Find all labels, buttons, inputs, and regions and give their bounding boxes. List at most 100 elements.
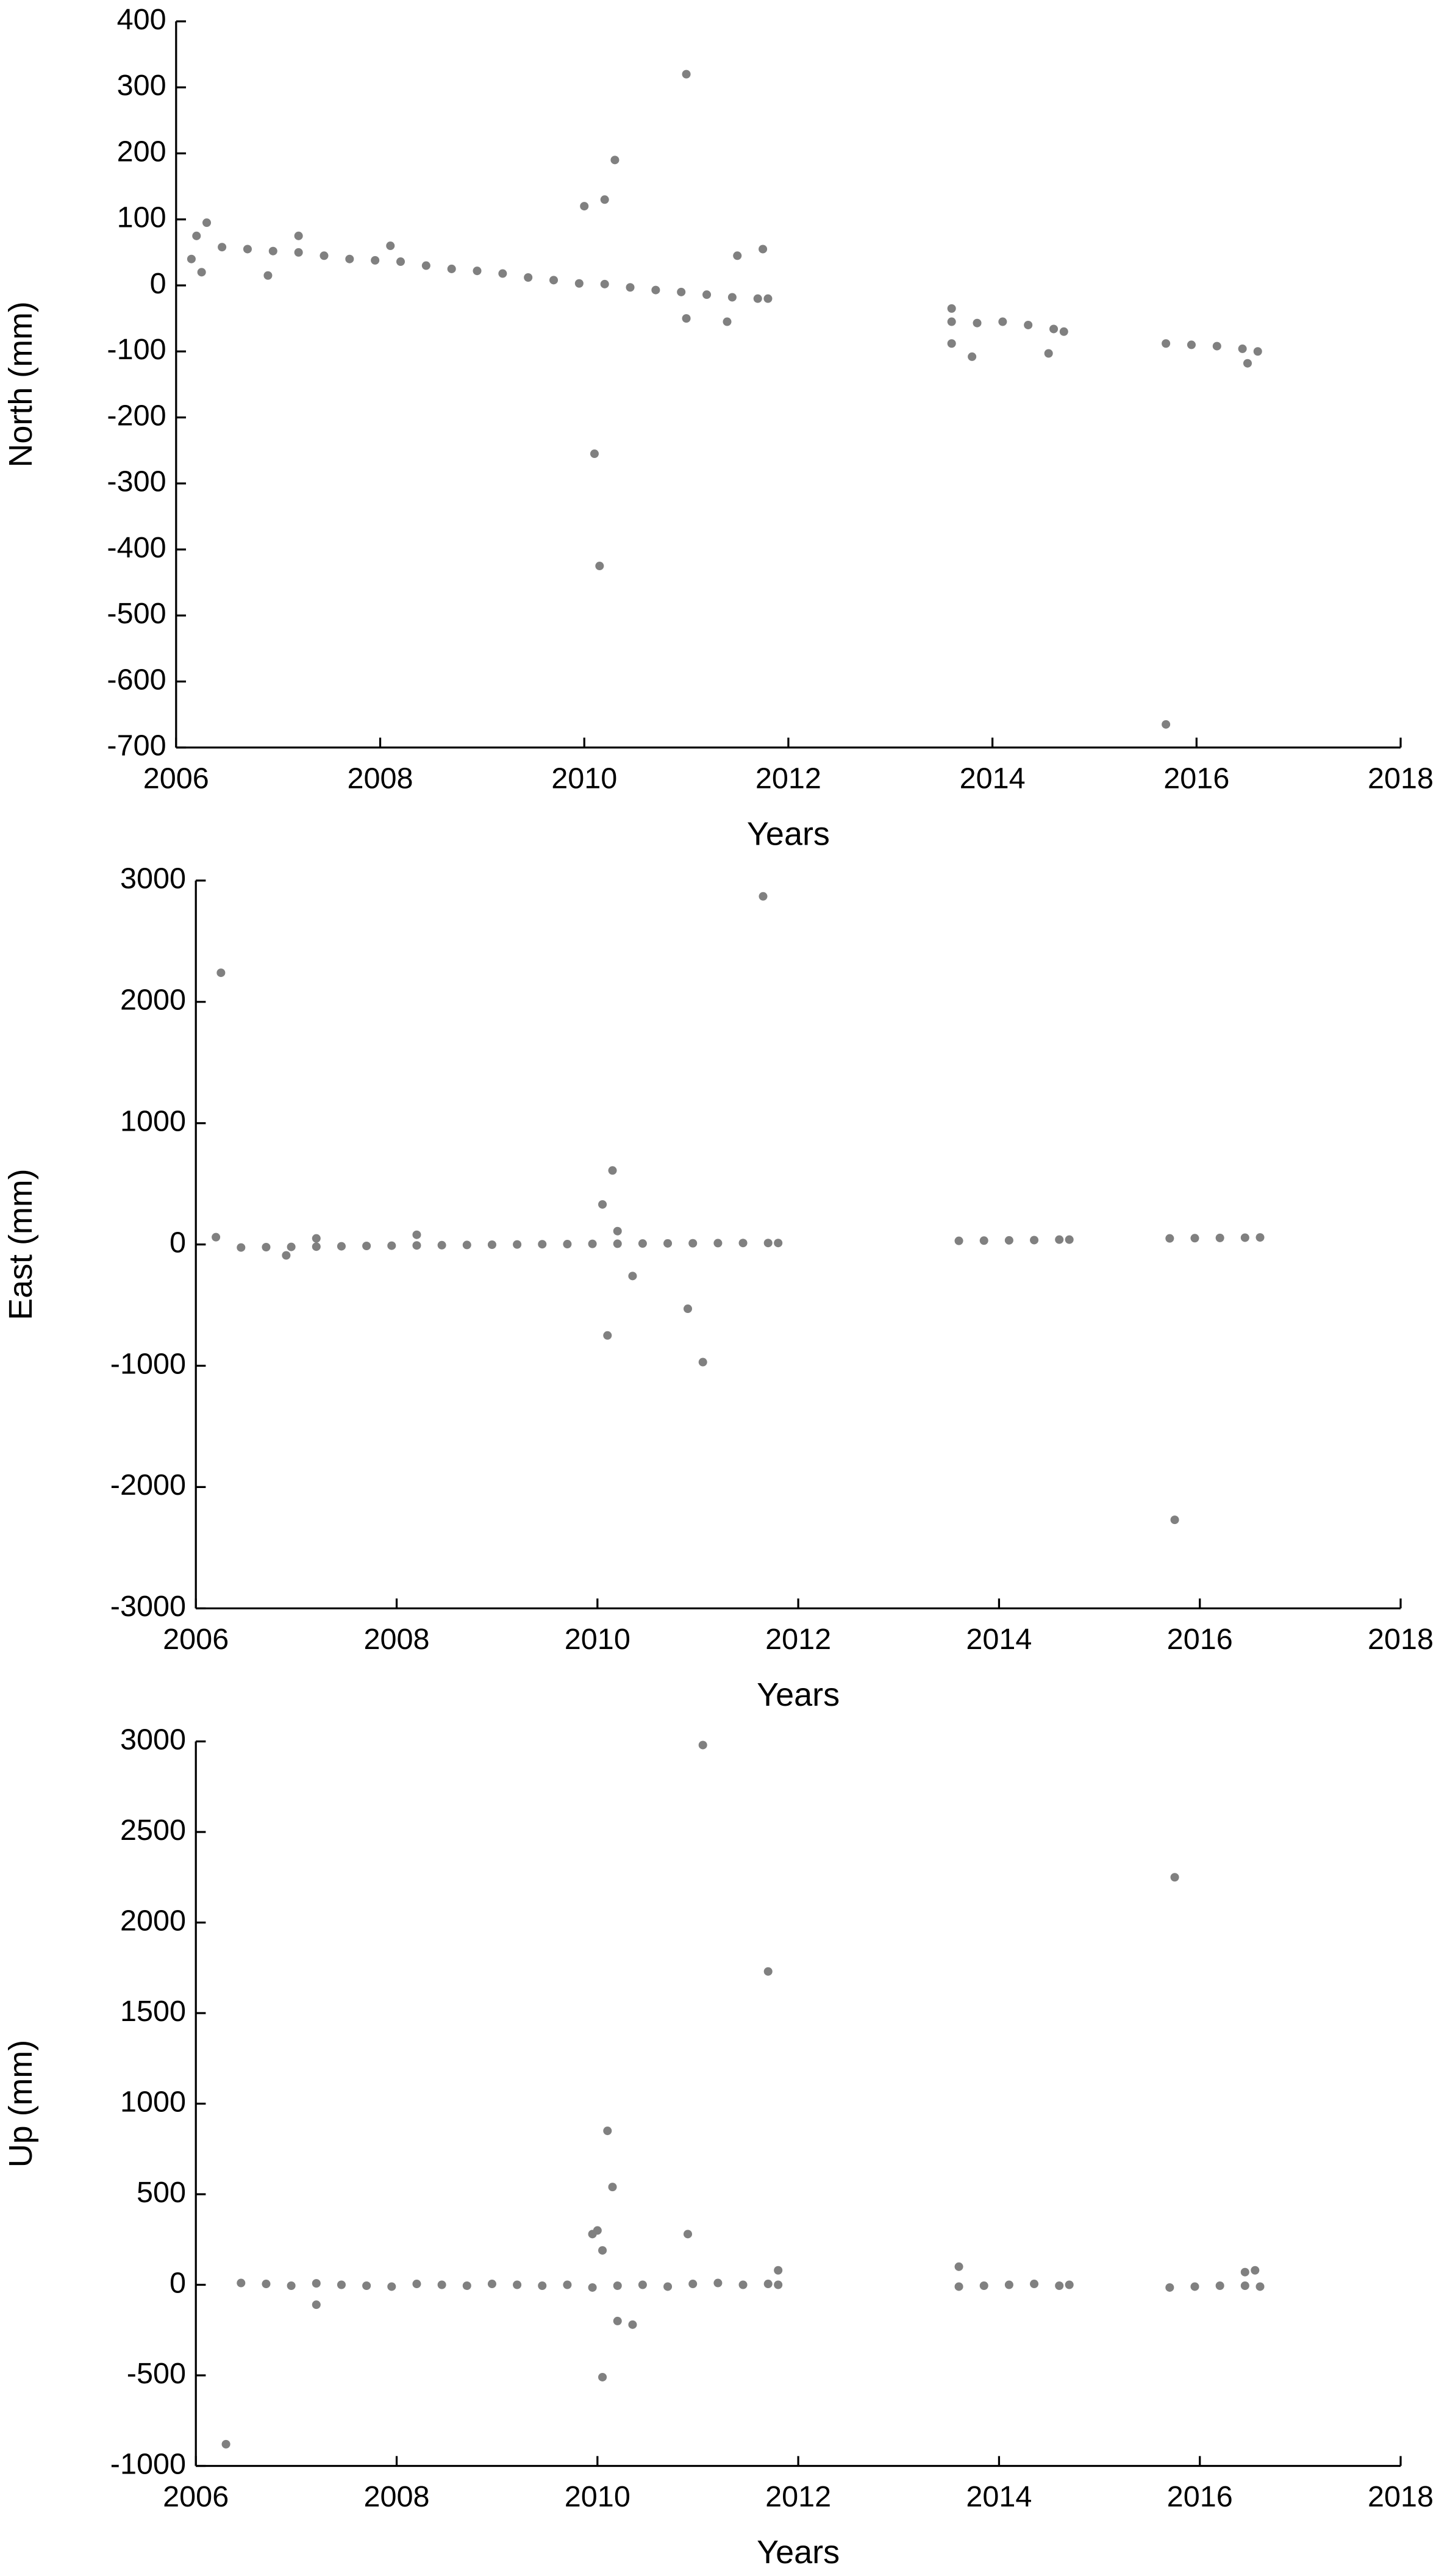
point [1255,1233,1265,1242]
point [221,2439,230,2449]
point [1255,2282,1265,2291]
point [1162,339,1171,348]
point [287,2281,296,2290]
point [738,1239,748,1248]
point [371,256,380,265]
point [774,2280,783,2289]
point [1049,324,1059,334]
point [713,2278,723,2288]
y-tick-label: 1000 [120,2085,186,2118]
x-tick-label: 2012 [765,2480,831,2513]
point [628,1272,637,1281]
point [197,268,206,277]
point [268,246,277,256]
y-tick-label: 500 [137,2176,186,2209]
y-axis-label: North (mm) [2,301,39,467]
y-tick-label: 300 [117,69,166,102]
point [1253,347,1262,356]
point [294,231,303,240]
point [1212,342,1221,351]
point [212,1233,221,1242]
point [396,257,405,267]
point [412,1241,421,1250]
point [638,2280,647,2289]
point [683,1304,693,1314]
y-tick-label: -3000 [110,1590,186,1623]
point [998,317,1007,326]
point [563,2280,572,2289]
point [437,1240,446,1250]
point [580,202,589,211]
y-tick-label: -100 [107,333,166,366]
y-tick-label: -400 [107,531,166,564]
point [774,1239,783,1248]
point [462,2281,471,2290]
point [954,2282,963,2291]
point [237,2278,246,2288]
x-tick-label: 2008 [363,1623,429,1656]
point [608,2183,617,2192]
point [386,242,395,251]
x-tick-label: 2012 [765,1623,831,1656]
point [1251,2266,1260,2275]
point [1170,1873,1179,1882]
y-tick-label: 100 [117,201,166,234]
point [1238,344,1247,353]
point [1190,1234,1199,1243]
y-tick-label: 2500 [120,1814,186,1847]
point [563,1240,572,1249]
point [638,1239,647,1248]
point [723,317,732,326]
point [626,283,635,292]
x-tick-label: 2010 [551,762,617,795]
point [947,339,956,348]
point [954,2262,963,2271]
y-tick-label: -700 [107,729,166,762]
point [294,248,303,257]
y-tick-label: -300 [107,465,166,498]
point [688,2280,698,2289]
point [237,1243,246,1252]
point [600,279,609,288]
point [598,2372,607,2381]
point [663,1239,673,1248]
y-tick-label: 3000 [120,1723,186,1756]
point [763,1239,773,1248]
point [513,1240,522,1249]
point [1055,2281,1064,2290]
y-tick-label: -500 [107,597,166,630]
point [337,1242,346,1251]
point [753,294,762,303]
point [663,2282,673,2291]
point [187,254,196,263]
point [362,1241,371,1251]
point [421,261,430,270]
x-tick-label: 2014 [966,2480,1032,2513]
point [590,449,599,459]
x-axis-label: Years [757,2534,840,2571]
point [979,2281,988,2290]
point [1065,2280,1074,2289]
x-tick-label: 2006 [143,762,209,795]
point [1065,1235,1074,1244]
x-tick-label: 2014 [966,1623,1032,1656]
y-tick-label: -500 [127,2357,186,2390]
point [738,2280,748,2289]
point [628,2320,637,2329]
point [677,287,686,296]
point [312,2279,321,2288]
x-tick-label: 2008 [347,762,413,795]
x-tick-label: 2014 [960,762,1026,795]
point [262,1242,271,1251]
y-tick-label: 2000 [120,984,186,1017]
x-tick-label: 2008 [363,2480,429,2513]
point [1243,359,1252,368]
point [412,2280,421,2289]
point [437,2280,446,2289]
point [698,1741,707,1750]
point [1215,1233,1224,1242]
x-tick-label: 2010 [565,2480,630,2513]
point [598,1200,607,1209]
point [1165,2283,1174,2292]
y-tick-label: -1000 [110,1347,186,1380]
